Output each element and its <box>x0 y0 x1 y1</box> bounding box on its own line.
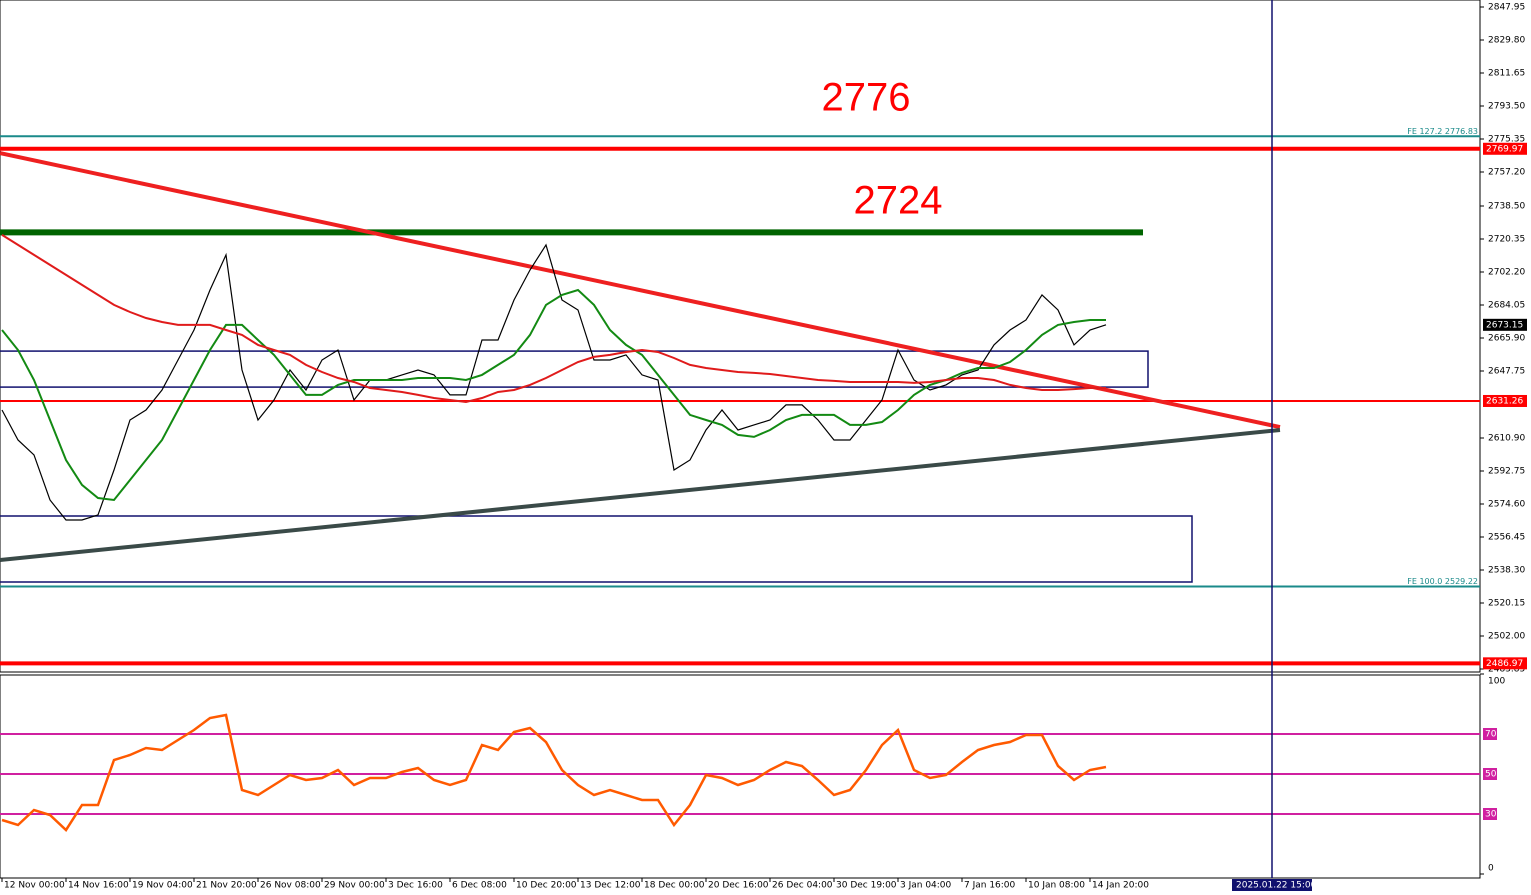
marker-label: 2025.01.22 15:00 <box>1236 881 1317 891</box>
y-tick-label: 2738.50 <box>1488 202 1525 212</box>
price-tag-label: 2631.26 <box>1486 396 1523 406</box>
y-tick-label: 2684.05 <box>1488 301 1525 311</box>
x-tick-label: 20 Dec 16:00 <box>708 881 769 891</box>
rsi-tag <box>1483 768 1497 780</box>
y-tick-label: 2811.65 <box>1488 69 1525 79</box>
y-tick-label: 70 <box>1485 730 1497 740</box>
y-tick-label: 2574.60 <box>1488 500 1525 510</box>
level-label: FE 100.0 2529.22 <box>1407 577 1478 586</box>
x-tick-label: 3 Dec 16:00 <box>388 881 443 891</box>
price-tag-label: 2769.97 <box>1486 144 1523 154</box>
y-tick-label: 2829.80 <box>1488 36 1525 46</box>
y-tick-label: 2538.30 <box>1488 566 1525 576</box>
y-tick-label: 2793.50 <box>1488 102 1525 112</box>
x-tick-label: 12 Nov 00:00 <box>4 881 65 891</box>
trendline <box>0 151 1281 430</box>
y-tick-label: 2610.90 <box>1488 434 1525 444</box>
y-tick-label: 0 <box>1488 864 1494 874</box>
x-tick-label: 10 Dec 20:00 <box>516 881 577 891</box>
x-tick-label: 18 Dec 00:00 <box>644 881 705 891</box>
x-tick-label: 7 Jan 16:00 <box>964 881 1016 891</box>
y-tick-label: 2720.35 <box>1488 235 1525 245</box>
y-tick-label: 100 <box>1488 677 1505 687</box>
price-tag-label: 2486.97 <box>1486 659 1523 669</box>
last-price-label: 2673.15 <box>1486 320 1523 330</box>
rsi-panel <box>0 674 1481 879</box>
y-tick-label: 2592.75 <box>1488 467 1525 477</box>
zone <box>0 515 1193 583</box>
rsi-tag <box>1483 728 1497 740</box>
annotation: 2776 <box>822 76 911 120</box>
x-tick-label: 29 Nov 00:00 <box>324 881 385 891</box>
price-tag <box>1483 657 1527 670</box>
x-tick-label: 13 Dec 12:00 <box>580 881 641 891</box>
y-tick-label: 2847.95 <box>1488 3 1525 13</box>
y-tick-label: 2665.90 <box>1488 334 1525 344</box>
rsi-tag <box>1483 808 1497 820</box>
last-price-tag <box>1483 318 1527 331</box>
y-tick-label: 2775.35 <box>1488 135 1525 145</box>
price-tag <box>1483 142 1527 155</box>
main-panel <box>0 0 1481 673</box>
y-tick-label: 2556.45 <box>1488 533 1525 543</box>
x-tick-label: 14 Nov 16:00 <box>68 881 129 891</box>
y-tick-label: 30 <box>1485 810 1497 820</box>
x-tick-label: 10 Jan 08:00 <box>1028 881 1085 891</box>
series-line <box>1 288 1106 502</box>
x-tick-label: 19 Nov 04:00 <box>132 881 193 891</box>
y-tick-label: 50 <box>1485 770 1497 780</box>
x-tick-label: 21 Nov 20:00 <box>196 881 257 891</box>
y-tick-label: 2520.15 <box>1488 599 1525 609</box>
trendline <box>0 428 1281 562</box>
zone <box>0 350 1149 388</box>
y-tick-label: 2502.00 <box>1488 632 1525 642</box>
series-line <box>1 234 1106 404</box>
series-line <box>1 713 1107 832</box>
y-tick-label: 2647.75 <box>1488 367 1525 377</box>
x-tick-label: 6 Dec 08:00 <box>452 881 507 891</box>
x-tick-label: 26 Nov 08:00 <box>260 881 321 891</box>
price-tag <box>1483 394 1527 407</box>
x-tick-label: 26 Dec 04:00 <box>772 881 833 891</box>
marker-tag <box>1232 879 1312 891</box>
y-tick-label: 2757.20 <box>1488 168 1525 178</box>
y-tick-label: 2702.20 <box>1488 268 1525 278</box>
series-line <box>1 243 1107 521</box>
x-tick-label: 30 Dec 19:00 <box>836 881 897 891</box>
annotation: 2724 <box>854 179 943 223</box>
y-tick-label: 2483.85 <box>1488 665 1525 675</box>
x-tick-label: 14 Jan 20:00 <box>1092 881 1149 891</box>
x-tick-label: 3 Jan 04:00 <box>900 881 952 891</box>
level-label: FE 127.2 2776.83 <box>1407 127 1478 136</box>
